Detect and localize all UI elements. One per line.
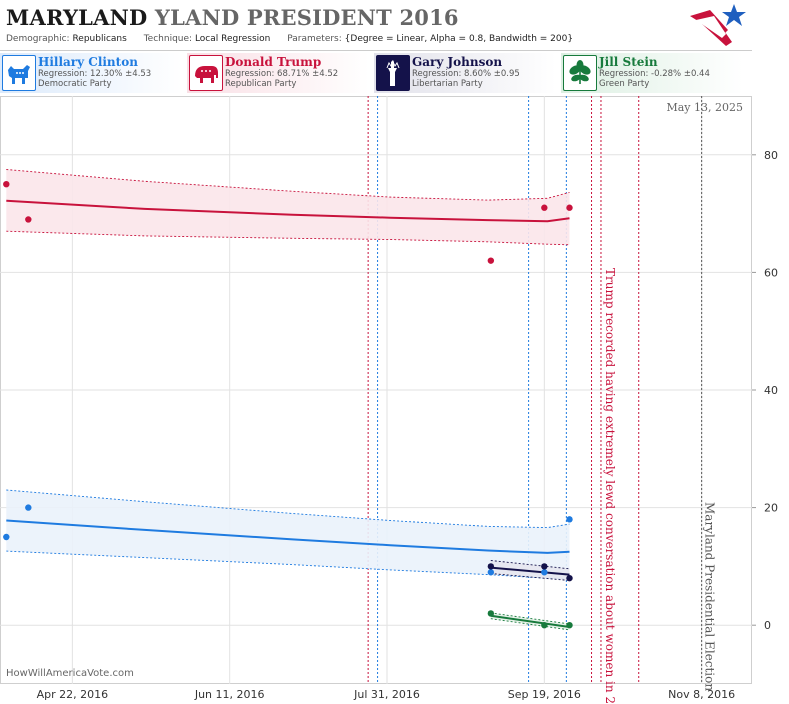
poll-point <box>566 622 573 629</box>
legend-stein-name: Jill Stein <box>599 55 658 69</box>
y-tick-label: 20 <box>764 502 778 515</box>
demographic-value: Republicans <box>72 34 127 44</box>
poll-point <box>25 216 32 223</box>
poll-point <box>541 622 548 629</box>
confidence-band <box>6 490 570 579</box>
regression-line <box>6 199 570 223</box>
legend-trump-regression: Regression: 68.71% ±4.52 <box>225 69 339 79</box>
date-stamp: May 13, 2025 <box>666 101 743 114</box>
site-logo-icon <box>690 4 746 46</box>
legend-stein-party: Green Party <box>599 79 650 89</box>
legend-clinton: Hillary Clinton Regression: 12.30% ±4.53… <box>0 53 182 93</box>
lower-bound-line <box>6 230 570 246</box>
poll-point <box>3 181 10 188</box>
legend-stein-regression: Regression: -0.28% ±0.44 <box>599 69 710 79</box>
upper-bound-line <box>6 169 570 201</box>
poll-points <box>3 181 573 629</box>
legend-johnson: Gary Johnson Regression: 8.60% ±0.95 Lib… <box>374 53 556 93</box>
event-lines <box>367 96 703 684</box>
confidence-bands <box>6 169 570 631</box>
upper-bound-line <box>6 489 570 529</box>
x-tick-label: Nov 8, 2016 <box>668 688 735 701</box>
leaf-icon <box>563 55 597 91</box>
y-tick-label: 60 <box>764 266 778 279</box>
parameters-label: Parameters: <box>287 34 342 44</box>
regression-lines <box>6 199 570 628</box>
technique-value: Local Regression <box>194 34 271 44</box>
regression-line <box>490 566 570 576</box>
annotations: Trump recorded having extremely lewd con… <box>603 268 717 704</box>
poll-point <box>487 563 495 570</box>
title-rest: PRESIDENT 2016 <box>246 5 459 30</box>
technique-label: Technique: <box>143 34 193 44</box>
title-state-overlap: YLAND <box>154 5 240 30</box>
parameters-line: Demographic: Republicans Technique: Loca… <box>6 34 587 44</box>
upper-bound-line <box>490 612 570 625</box>
poll-point <box>541 569 548 576</box>
poll-point <box>566 574 573 582</box>
site-watermark: HowWillAmericaVote.com <box>6 668 134 679</box>
poll-point <box>566 204 573 211</box>
axes: 0 20 40 60 80 Apr 22, 2016 Jun 11, 2016 Jul 31,… <box>37 149 778 701</box>
legend-johnson-name: Gary Johnson <box>412 55 503 69</box>
poll-point <box>25 504 32 511</box>
upper-bound-line <box>490 560 570 570</box>
header-divider <box>0 50 752 51</box>
poll-point <box>566 516 573 523</box>
x-tick-label: Sep 19, 2016 <box>508 688 581 701</box>
donkey-icon <box>2 55 36 91</box>
regression-line <box>490 614 570 628</box>
elephant-icon <box>189 55 223 91</box>
poll-point <box>541 563 548 570</box>
confidence-band <box>6 169 570 245</box>
annotation-trump-tape: Trump recorded having extremely lewd con… <box>603 268 617 704</box>
legend-johnson-regression: Regression: 8.60% ±0.95 <box>412 69 520 79</box>
legend-clinton-party: Democratic Party <box>38 79 112 89</box>
regression-line <box>6 519 570 554</box>
lower-bound-line <box>490 573 570 581</box>
parameters-value: {Degree = Linear, Alpha = 0.8, Bandwidth… <box>344 34 574 44</box>
grid <box>0 96 752 684</box>
candidate-legend: Hillary Clinton Regression: 12.30% ±4.53… <box>0 53 752 93</box>
legend-trump-party: Republican Party <box>225 79 297 89</box>
legend-johnson-party: Libertarian Party <box>412 79 483 89</box>
legend-stein: Jill Stein Regression: -0.28% ±0.44 Gree… <box>561 53 743 93</box>
legend-trump: Donald Trump Regression: 68.71% ±4.52 Re… <box>187 53 369 93</box>
y-tick-label: 40 <box>764 384 778 397</box>
x-tick-label: Jun 11, 2016 <box>194 688 265 701</box>
x-tick-label: Jul 31, 2016 <box>353 688 420 701</box>
y-tick-label: 0 <box>764 619 771 632</box>
poll-point <box>487 257 495 264</box>
poll-point <box>541 204 548 211</box>
poll-point <box>3 533 10 541</box>
annotation-election: Maryland Presidential Election <box>703 502 717 691</box>
lower-bound-line <box>490 618 570 631</box>
y-tick-label: 80 <box>764 149 778 162</box>
title-state: MARYLAND <box>6 5 148 30</box>
legend-clinton-regression: Regression: 12.30% ±4.53 <box>38 69 152 79</box>
legend-trump-name: Donald Trump <box>225 55 322 69</box>
page-title: MARYLAND YLAND PRESIDENT 2016 <box>6 5 459 30</box>
liberty-icon <box>376 55 410 91</box>
poll-point <box>487 569 495 576</box>
legend-clinton-name: Hillary Clinton <box>38 55 138 69</box>
demographic-label: Demographic: <box>6 34 70 44</box>
x-tick-label: Apr 22, 2016 <box>37 688 109 701</box>
poll-point <box>487 610 495 617</box>
